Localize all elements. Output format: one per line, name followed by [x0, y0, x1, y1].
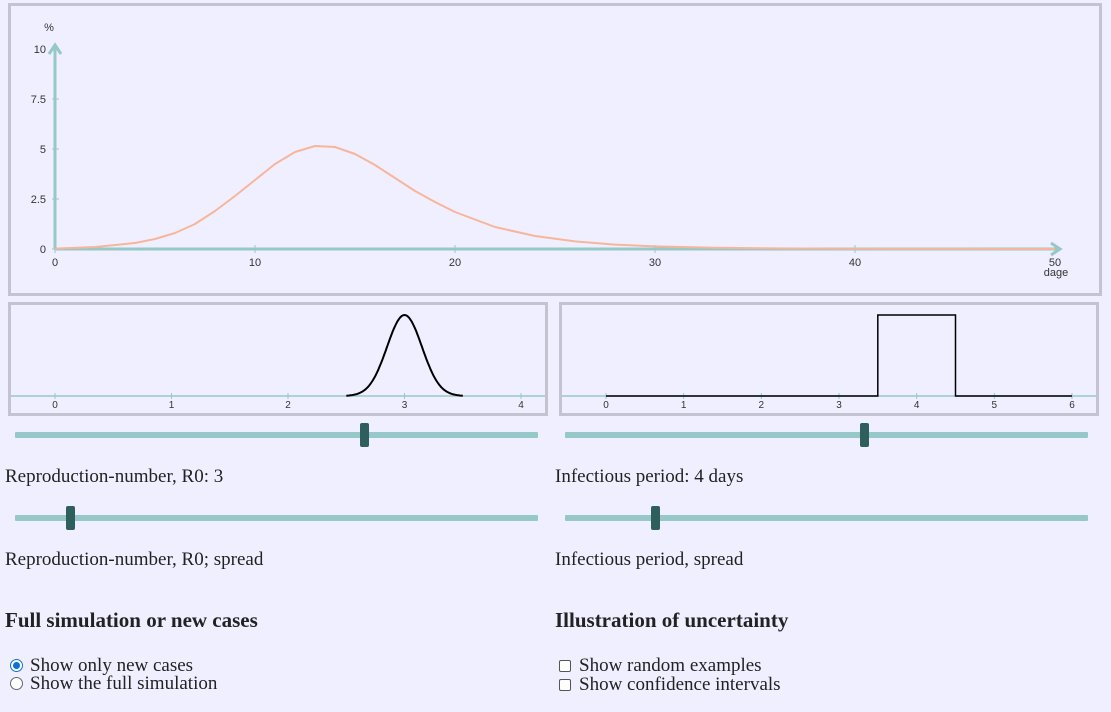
main-chart-panel: 0 10 20 30 40 50 0 2.5 5 7.5 10% dage — [8, 3, 1102, 296]
infectious-period-panel: 0 1 2 3 4 5 6 — [559, 302, 1099, 416]
x-tick-label: 4 — [518, 400, 524, 411]
r0-label: Reproduction-number, R0: 3 — [5, 466, 224, 487]
y-tick-label: 5 — [40, 144, 46, 156]
r0-distribution-chart: 0 1 2 3 4 — [11, 313, 545, 411]
infectious-period-spread-slider-thumb[interactable] — [650, 506, 660, 530]
uncertainty-heading: Illustration of uncertainty — [555, 608, 789, 632]
r0-distribution-curve — [346, 313, 463, 397]
option-full-simulation-label: Show the full simulation — [30, 672, 218, 694]
new-cases-curve — [54, 145, 1056, 250]
x-tick-label: 6 — [1069, 400, 1075, 411]
x-tick-label: 20 — [449, 257, 461, 269]
new-cases-chart: 0 10 20 30 40 50 0 2.5 5 7.5 10% dage — [31, 22, 1069, 279]
y-tick-label: 7.5 — [31, 94, 46, 106]
option-random-examples[interactable]: Show random examples — [559, 654, 762, 676]
x-tick-label: 10 — [249, 257, 261, 269]
y-tick-label: 10 — [34, 44, 46, 56]
radio-new-cases[interactable] — [10, 659, 23, 672]
option-new-cases-label: Show only new cases — [30, 654, 194, 676]
x-tick-label: 5 — [992, 400, 998, 411]
r0-slider[interactable] — [15, 423, 538, 447]
x-tick-label: 50 — [1049, 257, 1061, 269]
x-tick-label: 0 — [52, 257, 58, 269]
x-tick-label: 2 — [285, 400, 291, 411]
simulation-mode-heading: Full simulation or new cases — [5, 608, 258, 632]
option-new-cases[interactable]: Show only new cases — [10, 654, 194, 676]
infectious-period-spread-label: Infectious period, spread — [555, 549, 744, 570]
y-axis-label: % — [44, 22, 54, 34]
x-tick-label: 2 — [759, 400, 765, 411]
y-tick-label: 2.5 — [31, 194, 46, 206]
x-tick-label: 30 — [649, 257, 661, 269]
r0-spread-slider-thumb[interactable] — [65, 506, 75, 530]
y-tick-label: 0 — [40, 244, 46, 256]
x-tick-label: 1 — [169, 400, 175, 411]
infectious-period-slider[interactable] — [565, 423, 1088, 447]
infectious-period-slider-thumb[interactable] — [859, 423, 869, 447]
x-tick-label: 0 — [603, 400, 609, 411]
r0-distribution-panel: 0 1 2 3 4 — [8, 302, 548, 416]
x-tick-label: 3 — [836, 400, 842, 411]
option-random-examples-label: Show random examples — [579, 654, 762, 676]
infectious-period-spread-slider[interactable] — [565, 506, 1088, 530]
r0-spread-slider[interactable] — [15, 506, 538, 530]
r0-spread-label: Reproduction-number, R0; spread — [5, 549, 264, 570]
y-axis-arrow — [47, 42, 63, 55]
infectious-period-chart: 0 1 2 3 4 5 6 — [562, 314, 1096, 411]
x-tick-label: 1 — [681, 400, 687, 411]
infectious-period-distribution — [606, 314, 1072, 397]
x-tick-label: 40 — [849, 257, 861, 269]
x-tick-label: 4 — [914, 400, 920, 411]
x-tick-label: 3 — [402, 400, 408, 411]
radio-full-simulation[interactable] — [10, 677, 23, 690]
checkbox-confidence-intervals[interactable] — [559, 678, 571, 691]
infectious-period-label: Infectious period: 4 days — [555, 466, 744, 487]
x-axis-arrow — [1050, 241, 1063, 257]
x-tick-label: 0 — [52, 400, 58, 411]
option-confidence-intervals-label: Show confidence intervals — [579, 673, 781, 695]
r0-slider-thumb[interactable] — [359, 423, 369, 447]
x-axis-label: dage — [1044, 267, 1068, 279]
option-confidence-intervals[interactable]: Show confidence intervals — [559, 673, 781, 695]
checkbox-random-examples[interactable] — [559, 659, 571, 672]
option-full-simulation[interactable]: Show the full simulation — [10, 672, 218, 694]
